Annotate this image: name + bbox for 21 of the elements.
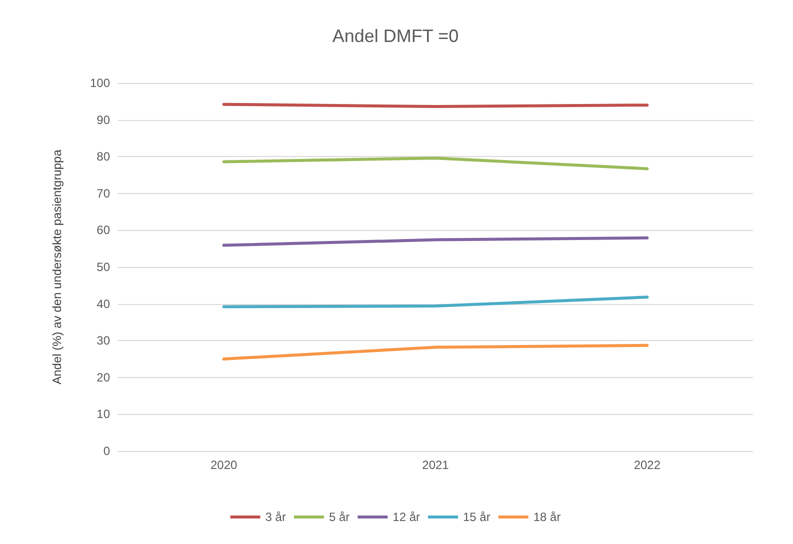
y-tick-label: 90 — [96, 112, 110, 127]
y-axis-title: Andel (%) av den undersøkte pasientgruppa — [50, 149, 64, 384]
y-tick-label: 0 — [103, 444, 110, 458]
y-tick-label: 70 — [96, 186, 110, 200]
y-tick-label: 20 — [96, 370, 110, 384]
y-tick-label: 50 — [96, 260, 110, 274]
y-tick-label: 60 — [96, 223, 110, 238]
x-tick-label: 2021 — [422, 458, 450, 472]
legend-label: 18 år — [533, 510, 561, 524]
legend-label: 3 år — [265, 510, 286, 524]
chart-title: Andel DMFT =0 — [332, 26, 459, 46]
y-tick-label: 40 — [96, 296, 110, 311]
y-tick-label: 80 — [96, 150, 110, 164]
legend-label: 15 år — [463, 510, 490, 524]
y-tick-label: 30 — [96, 334, 110, 348]
legend-label: 5 år — [328, 510, 350, 524]
y-tick-label: 100 — [90, 76, 110, 90]
x-tick-label: 2020 — [210, 458, 238, 472]
legend-label: 12 år — [392, 510, 420, 524]
x-tick-label: 2022 — [634, 458, 661, 472]
y-tick-label: 10 — [96, 407, 110, 422]
